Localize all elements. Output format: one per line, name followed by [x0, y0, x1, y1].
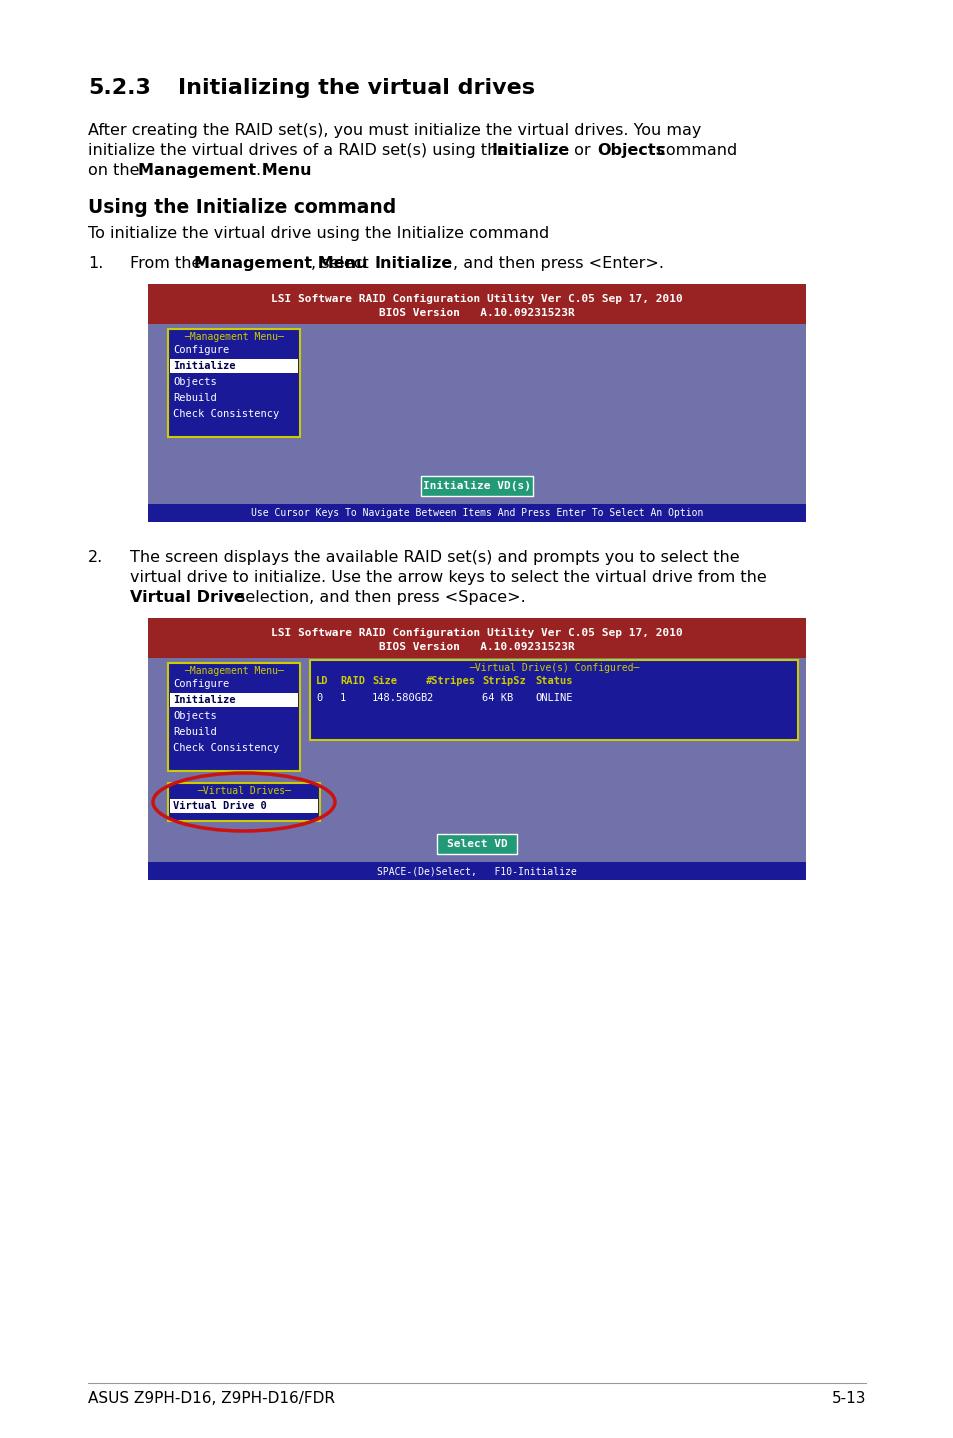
- Text: 2: 2: [426, 693, 432, 703]
- Text: Check Consistency: Check Consistency: [172, 408, 279, 418]
- Text: Initialize: Initialize: [375, 256, 453, 270]
- Text: LSI Software RAID Configuration Utility Ver C.05 Sep 17, 2010: LSI Software RAID Configuration Utility …: [271, 293, 682, 303]
- Text: Configure: Configure: [172, 345, 229, 355]
- Bar: [170, 360, 297, 372]
- Text: selection, and then press <Space>.: selection, and then press <Space>.: [232, 590, 525, 605]
- Text: .: .: [254, 162, 259, 178]
- Text: ASUS Z9PH-D16, Z9PH-D16/FDR: ASUS Z9PH-D16, Z9PH-D16/FDR: [88, 1391, 335, 1406]
- Text: Rebuild: Rebuild: [172, 728, 216, 738]
- Text: Initialize VD(s): Initialize VD(s): [422, 480, 531, 490]
- Text: 1: 1: [339, 693, 346, 703]
- Text: SPACE-(De)Select,   F10-Initialize: SPACE-(De)Select, F10-Initialize: [376, 866, 577, 876]
- Text: ─Management Menu─: ─Management Menu─: [184, 666, 284, 676]
- Bar: [148, 283, 805, 522]
- Text: Initialize: Initialize: [172, 695, 235, 705]
- Bar: [148, 618, 805, 659]
- Text: To initialize the virtual drive using the Initialize command: To initialize the virtual drive using th…: [88, 226, 549, 242]
- Text: Management Menu: Management Menu: [137, 162, 311, 178]
- Text: ─Management Menu─: ─Management Menu─: [184, 332, 284, 342]
- Text: BIOS Version   A.10.09231523R: BIOS Version A.10.09231523R: [378, 641, 575, 651]
- Text: Objects: Objects: [172, 710, 216, 720]
- Text: Objects: Objects: [172, 377, 216, 387]
- Bar: [168, 784, 319, 821]
- Text: 5-13: 5-13: [831, 1391, 865, 1406]
- Bar: [168, 329, 299, 437]
- Text: command: command: [652, 142, 737, 158]
- Text: #Stripes: #Stripes: [426, 676, 476, 686]
- Text: After creating the RAID set(s), you must initialize the virtual drives. You may: After creating the RAID set(s), you must…: [88, 124, 700, 138]
- Text: 2.: 2.: [88, 549, 103, 565]
- Text: , select: , select: [311, 256, 374, 270]
- Text: LSI Software RAID Configuration Utility Ver C.05 Sep 17, 2010: LSI Software RAID Configuration Utility …: [271, 628, 682, 638]
- Text: ONLINE: ONLINE: [535, 693, 572, 703]
- Bar: [420, 476, 533, 496]
- Bar: [170, 800, 317, 812]
- Bar: [170, 693, 297, 707]
- Text: ─Virtual Drives─: ─Virtual Drives─: [196, 787, 291, 797]
- Text: Status: Status: [535, 676, 572, 686]
- Text: on the: on the: [88, 162, 145, 178]
- Bar: [148, 283, 805, 324]
- Text: Check Consistency: Check Consistency: [172, 743, 279, 754]
- Text: 64 KB: 64 KB: [481, 693, 513, 703]
- Text: Management Menu: Management Menu: [193, 256, 367, 270]
- Text: initialize the virtual drives of a RAID set(s) using the: initialize the virtual drives of a RAID …: [88, 142, 512, 158]
- Text: LD: LD: [315, 676, 328, 686]
- Text: Initialize: Initialize: [172, 361, 235, 371]
- Text: 0: 0: [315, 693, 322, 703]
- Text: Initializing the virtual drives: Initializing the virtual drives: [178, 78, 535, 98]
- Text: Objects: Objects: [597, 142, 665, 158]
- Text: 148.580GB: 148.580GB: [372, 693, 428, 703]
- Bar: [436, 834, 517, 854]
- Bar: [148, 503, 805, 522]
- Bar: [168, 663, 299, 771]
- Bar: [310, 660, 797, 741]
- Text: Rebuild: Rebuild: [172, 393, 216, 403]
- Text: Initialize: Initialize: [491, 142, 569, 158]
- Text: Virtual Drive: Virtual Drive: [130, 590, 245, 605]
- Text: Virtual Drive 0: Virtual Drive 0: [172, 801, 267, 811]
- Text: Select VD: Select VD: [446, 838, 507, 848]
- Bar: [148, 618, 805, 880]
- Text: Using the Initialize command: Using the Initialize command: [88, 198, 395, 217]
- Text: ─Virtual Drive(s) Configured─: ─Virtual Drive(s) Configured─: [468, 663, 639, 673]
- Text: 1.: 1.: [88, 256, 103, 270]
- Text: BIOS Version   A.10.09231523R: BIOS Version A.10.09231523R: [378, 308, 575, 318]
- Text: StripSz: StripSz: [481, 676, 525, 686]
- Text: RAID: RAID: [339, 676, 365, 686]
- Text: Use Cursor Keys To Navigate Between Items And Press Enter To Select An Option: Use Cursor Keys To Navigate Between Item…: [251, 508, 702, 518]
- Text: The screen displays the available RAID set(s) and prompts you to select the: The screen displays the available RAID s…: [130, 549, 739, 565]
- Text: From the: From the: [130, 256, 206, 270]
- Text: 5.2.3: 5.2.3: [88, 78, 151, 98]
- Text: virtual drive to initialize. Use the arrow keys to select the virtual drive from: virtual drive to initialize. Use the arr…: [130, 569, 766, 585]
- Text: Size: Size: [372, 676, 396, 686]
- Bar: [148, 861, 805, 880]
- Text: or: or: [569, 142, 596, 158]
- Text: Configure: Configure: [172, 679, 229, 689]
- Text: , and then press <Enter>.: , and then press <Enter>.: [453, 256, 663, 270]
